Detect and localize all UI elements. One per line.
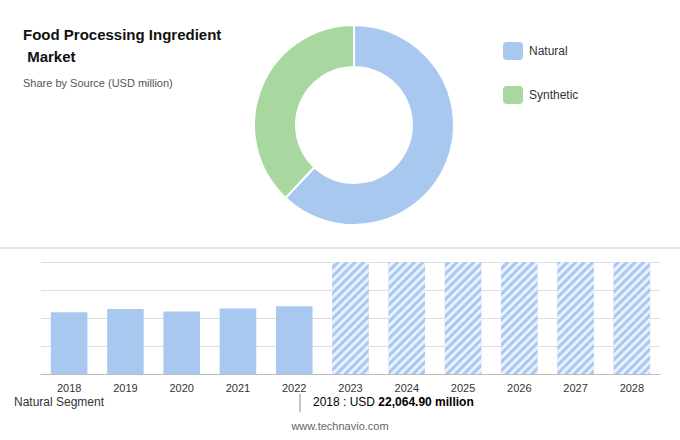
svg-text:Natural Segment: Natural Segment xyxy=(14,395,105,409)
svg-text:2018: 2018 xyxy=(57,382,81,394)
svg-text:2018 : USD: 2018 : USD xyxy=(313,395,378,409)
svg-text:www.technavio.com: www.technavio.com xyxy=(290,420,388,432)
svg-text:2020: 2020 xyxy=(169,382,193,394)
svg-text:2028: 2028 xyxy=(620,382,644,394)
svg-text:2021: 2021 xyxy=(226,382,250,394)
svg-text:Synthetic: Synthetic xyxy=(529,88,578,102)
svg-text:2022: 2022 xyxy=(282,382,306,394)
svg-text:2025: 2025 xyxy=(451,382,475,394)
svg-text:Market: Market xyxy=(23,48,76,65)
svg-text:2024: 2024 xyxy=(395,382,419,394)
svg-text:2027: 2027 xyxy=(563,382,587,394)
svg-text:Food Processing Ingredient: Food Processing Ingredient xyxy=(23,26,221,43)
svg-text:2019: 2019 xyxy=(113,382,137,394)
svg-text:2026: 2026 xyxy=(507,382,531,394)
svg-text:Share by Source (USD million): Share by Source (USD million) xyxy=(23,77,173,89)
svg-text:Natural: Natural xyxy=(529,44,568,58)
svg-text:22,064.90 million: 22,064.90 million xyxy=(378,395,473,409)
svg-text:2023: 2023 xyxy=(338,382,362,394)
